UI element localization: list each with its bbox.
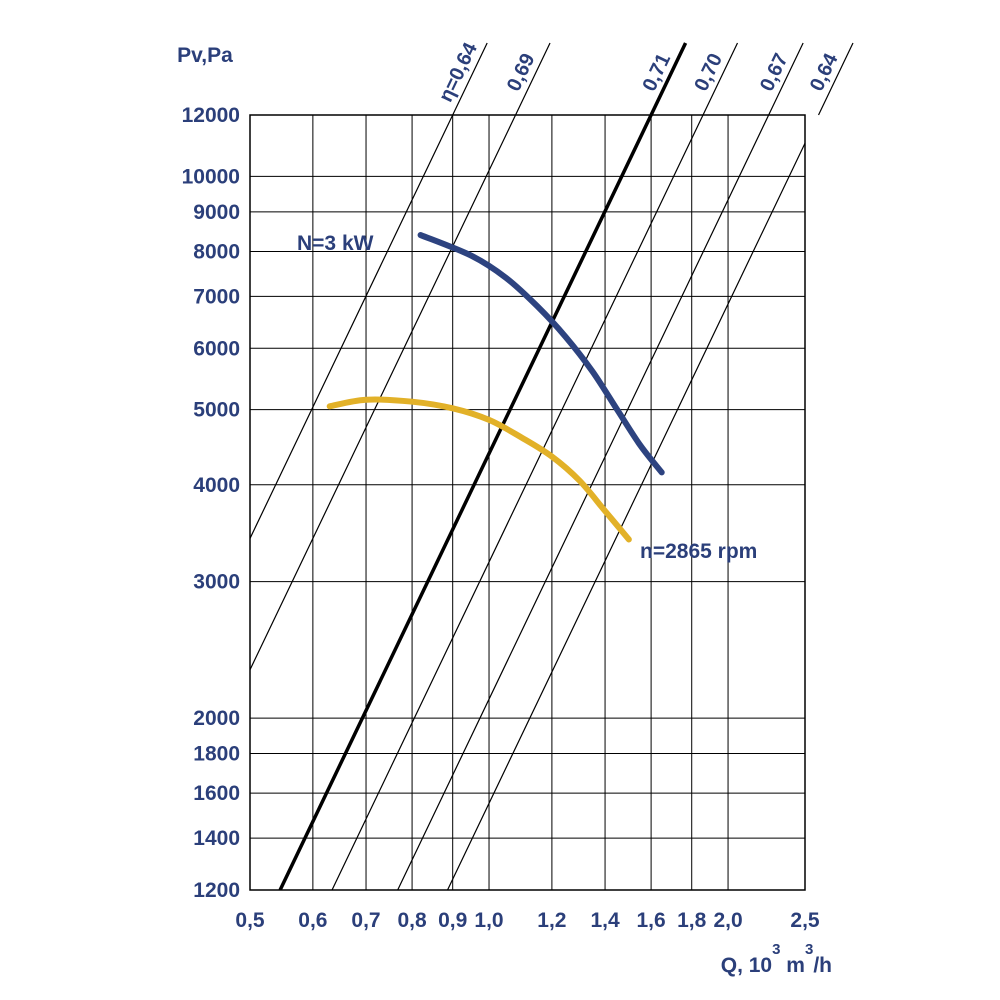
curves [326,232,665,543]
series-curve-0 [417,232,665,476]
tick-labels: 1200 1400 1600 1800 2000 3000 4000 5000 6000 7000… [182,104,820,932]
efficiency-line-3 [331,115,704,890]
efficiency-line-ext-5 [817,42,854,116]
y-tick-label-8: 6000 [193,337,240,360]
efficiency-label-3: 0,70 [690,50,727,95]
efficiency-line-2 [278,115,654,890]
series-label-rpm: n=2865 rpm [640,540,757,563]
y-tick-label-3: 1800 [193,743,240,766]
x-tick-label-0: 0,5 [235,909,265,932]
efficiency-line-ext-1 [515,42,551,116]
y-tick-label-9: 7000 [193,285,240,308]
y-tick-label-6: 4000 [193,474,240,497]
y-tick-label-7: 5000 [193,399,240,422]
x-tick-label-1: 0,6 [298,909,327,932]
y-axis-label: Pv,Pa [177,44,233,67]
efficiency-line-1 [250,115,517,672]
efficiency-line-4 [397,115,770,890]
efficiency-line-ext-0 [452,42,488,116]
x-tick-label-9: 1,8 [677,909,707,932]
efficiency-line-ext-2 [649,42,688,116]
y-tick-label-0: 1200 [193,879,240,902]
x-tick-label-2: 0,7 [351,909,380,932]
efficiency-labels: η=0,64 0,69 0,71 0,70 0,67 0,64 [435,39,854,116]
y-tick-label-11: 9000 [193,201,240,224]
series-label-power: N=3 kW [297,232,374,255]
y-tick-label-12: 10000 [182,165,240,188]
y-tick-label-4: 2000 [193,707,240,730]
efficiency-label-4: 0,67 [756,50,793,95]
efficiency-line-ext-3 [702,42,739,116]
x-tick-label-6: 1,2 [537,909,566,932]
x-tick-label-3: 0,8 [397,909,427,932]
efficiency-label-1: 0,69 [503,50,540,95]
x-tick-label-4: 0,9 [438,909,467,932]
efficiency-line-ext-4 [768,42,804,116]
x-tick-label-7: 1,4 [590,909,620,932]
plot-frame [249,114,806,891]
axis-labels: Pv,Pa Q, 103 m3/h N=3 kW n=2865 rpm [177,44,832,977]
y-tick-label-5: 3000 [193,571,240,594]
y-tick-label-10: 8000 [193,240,240,263]
x-tick-label-8: 1,6 [637,909,666,932]
x-tick-label-10: 2,0 [713,909,742,932]
efficiency-label-5: 0,64 [806,49,843,94]
grid [249,114,806,891]
y-tick-label-13: 12000 [182,104,240,127]
x-axis-label: Q, 103 m3/h [721,941,832,977]
x-tick-label-11: 2,5 [790,909,820,932]
series-curve-1 [326,396,632,543]
y-tick-label-1: 1400 [193,827,240,850]
y-tick-label-2: 1600 [193,782,240,805]
efficiency-line-0 [250,115,454,540]
x-tick-label-5: 1,0 [474,909,503,932]
efficiency-label-0: η=0,64 [435,39,482,106]
